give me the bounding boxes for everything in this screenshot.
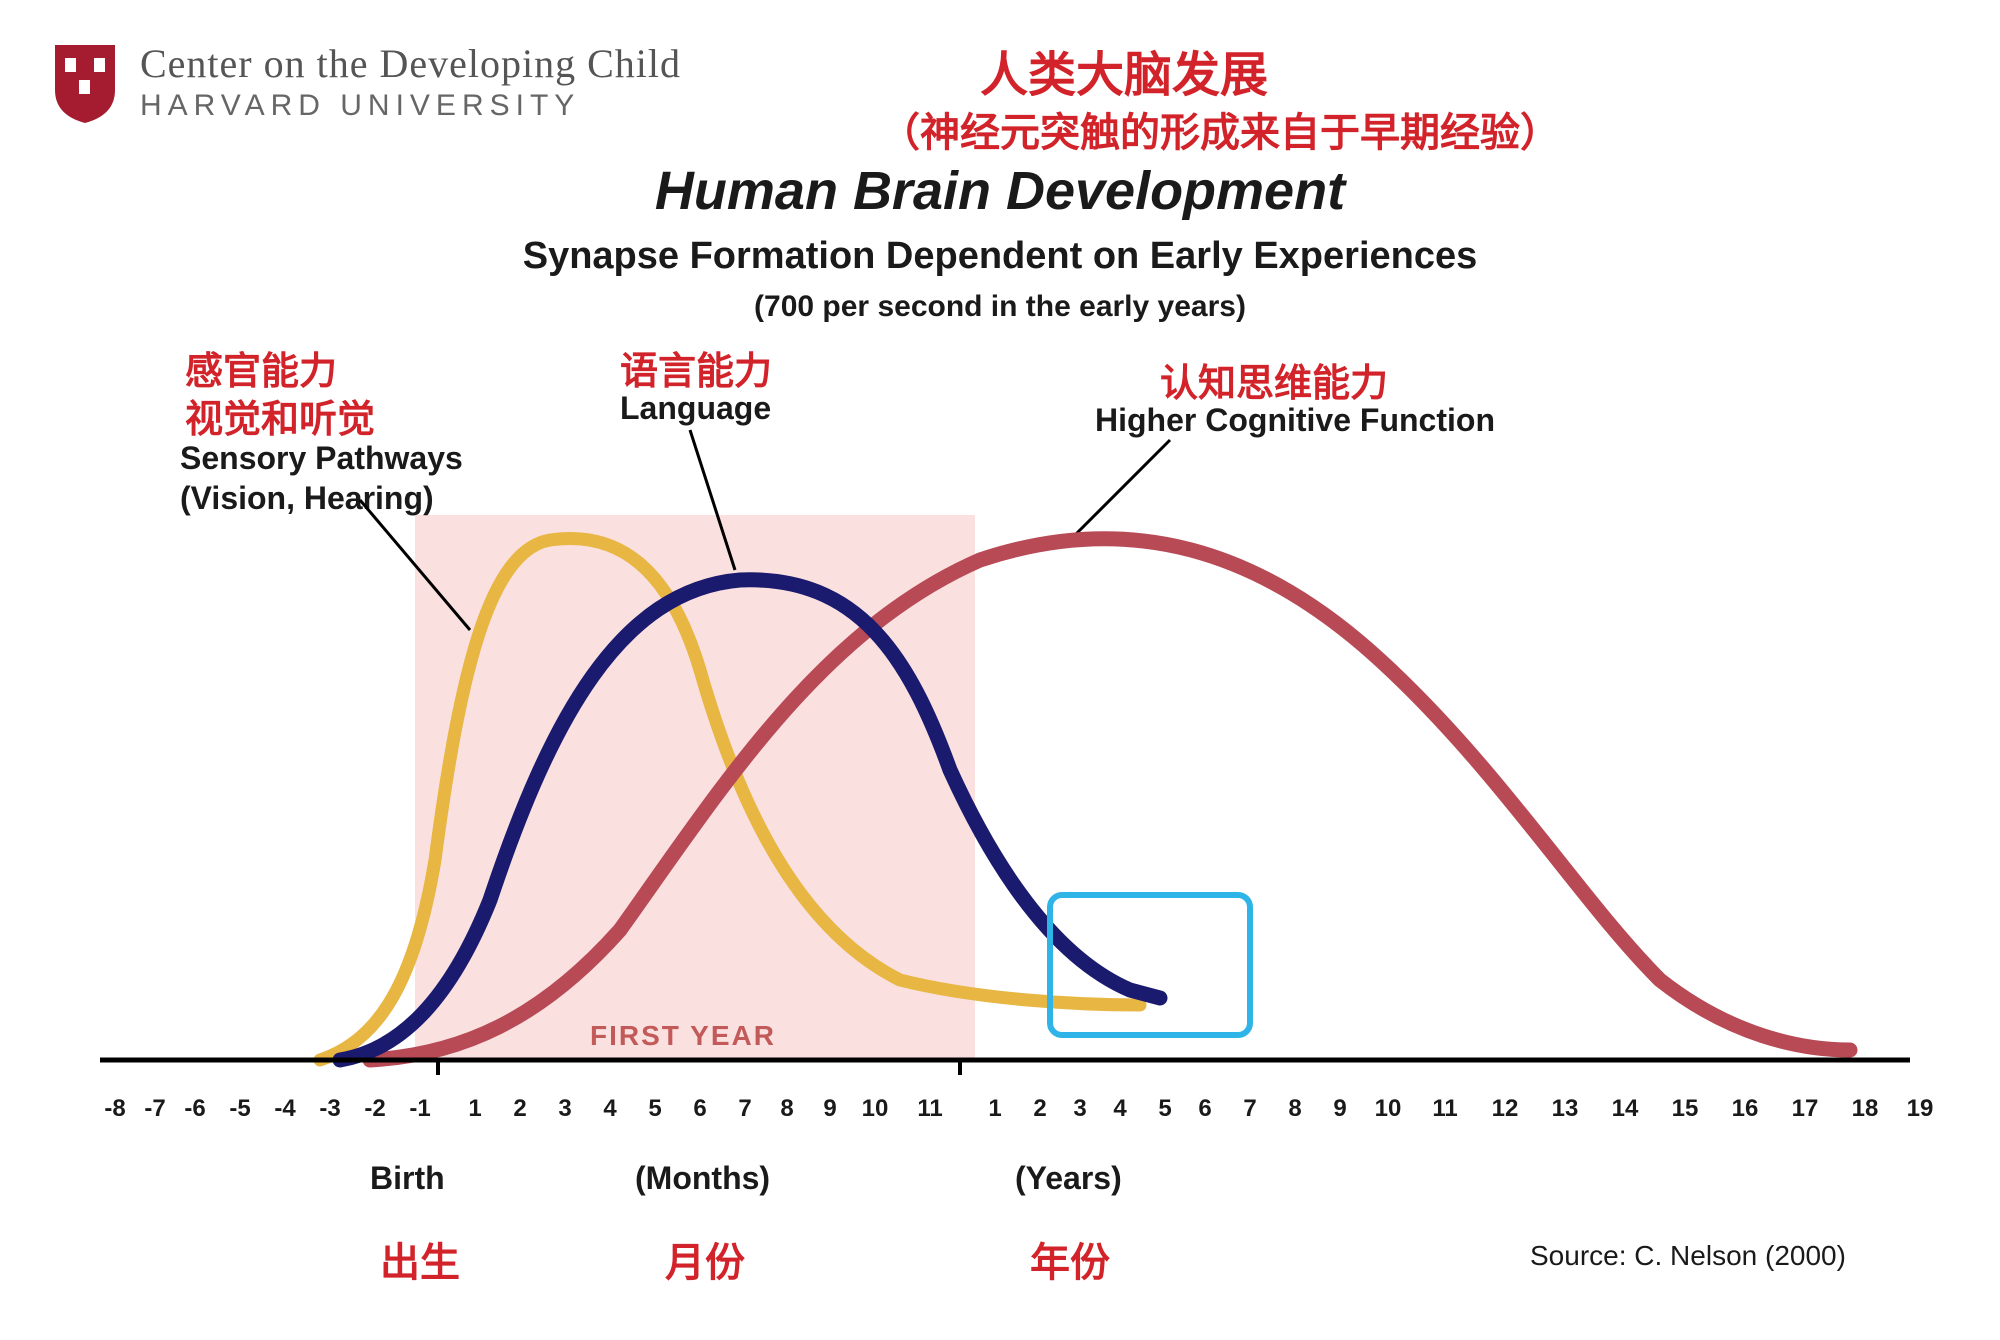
first-year-label: FIRST YEAR xyxy=(590,1020,776,1052)
x-tick-label: 4 xyxy=(1100,1095,1140,1123)
chart: 感官能力 视觉和听觉 Sensory Pathways (Vision, Hea… xyxy=(80,340,1920,1190)
x-tick-label: 9 xyxy=(1320,1095,1360,1123)
subtitle: Synapse Formation Dependent on Early Exp… xyxy=(0,235,2000,278)
x-tick-label: 19 xyxy=(1900,1095,1940,1123)
main-title: Human Brain Development xyxy=(0,160,2000,222)
months-label-en: (Months) xyxy=(635,1160,770,1197)
x-tick-label: 13 xyxy=(1545,1095,1585,1123)
x-tick-label: 7 xyxy=(725,1095,765,1123)
x-tick-label: 9 xyxy=(810,1095,850,1123)
x-tick-label: -6 xyxy=(175,1095,215,1123)
x-tick-label: 3 xyxy=(1060,1095,1100,1123)
chinese-main-title: 人类大脑发展 xyxy=(980,35,1268,105)
x-tick-label: 3 xyxy=(545,1095,585,1123)
x-tick-label: 17 xyxy=(1785,1095,1825,1123)
x-tick-label: 11 xyxy=(1425,1095,1465,1123)
x-tick-label: 4 xyxy=(590,1095,630,1123)
x-tick-label: 8 xyxy=(767,1095,807,1123)
birth-label-en: Birth xyxy=(370,1160,445,1197)
subtitle2: (700 per second in the early years) xyxy=(0,290,2000,324)
x-tick-label: 16 xyxy=(1725,1095,1765,1123)
x-tick-label: 12 xyxy=(1485,1095,1525,1123)
years-label-cn: 年份 xyxy=(1030,1230,1110,1288)
x-tick-label: 18 xyxy=(1845,1095,1885,1123)
cognitive-pointer xyxy=(1070,440,1170,540)
x-tick-label: -3 xyxy=(310,1095,350,1123)
x-tick-label: 7 xyxy=(1230,1095,1270,1123)
x-tick-label: -5 xyxy=(220,1095,260,1123)
x-tick-label: 2 xyxy=(1020,1095,1060,1123)
x-tick-label: -7 xyxy=(135,1095,175,1123)
harvard-shield-icon xyxy=(50,40,120,125)
chinese-subtitle: （神经元突触的形成来自于早期经验） xyxy=(880,100,1560,158)
months-label-cn: 月份 xyxy=(665,1230,745,1288)
x-tick-label: 10 xyxy=(855,1095,895,1123)
birth-label-cn: 出生 xyxy=(380,1230,460,1288)
x-tick-label: 2 xyxy=(500,1095,540,1123)
x-tick-label: 1 xyxy=(455,1095,495,1123)
header-logo: Center on the Developing Child HARVARD U… xyxy=(50,40,681,125)
x-tick-label: -1 xyxy=(400,1095,440,1123)
x-tick-label: 5 xyxy=(635,1095,675,1123)
x-tick-label: 14 xyxy=(1605,1095,1645,1123)
source-text: Source: C. Nelson (2000) xyxy=(1530,1240,1846,1272)
x-tick-label: 6 xyxy=(680,1095,720,1123)
x-tick-label: 6 xyxy=(1185,1095,1225,1123)
x-tick-label: 5 xyxy=(1145,1095,1185,1123)
x-tick-label: -2 xyxy=(355,1095,395,1123)
x-tick-label: -8 xyxy=(95,1095,135,1123)
logo-subtitle: HARVARD UNIVERSITY xyxy=(140,89,681,123)
x-tick-label: 8 xyxy=(1275,1095,1315,1123)
x-tick-label: 15 xyxy=(1665,1095,1705,1123)
x-tick-label: 1 xyxy=(975,1095,1015,1123)
x-tick-label: 10 xyxy=(1368,1095,1408,1123)
years-label-en: (Years) xyxy=(1015,1160,1122,1197)
x-tick-label: 11 xyxy=(910,1095,950,1123)
chart-svg xyxy=(80,340,1920,1190)
logo-title: Center on the Developing Child xyxy=(140,40,681,87)
x-tick-label: -4 xyxy=(265,1095,305,1123)
